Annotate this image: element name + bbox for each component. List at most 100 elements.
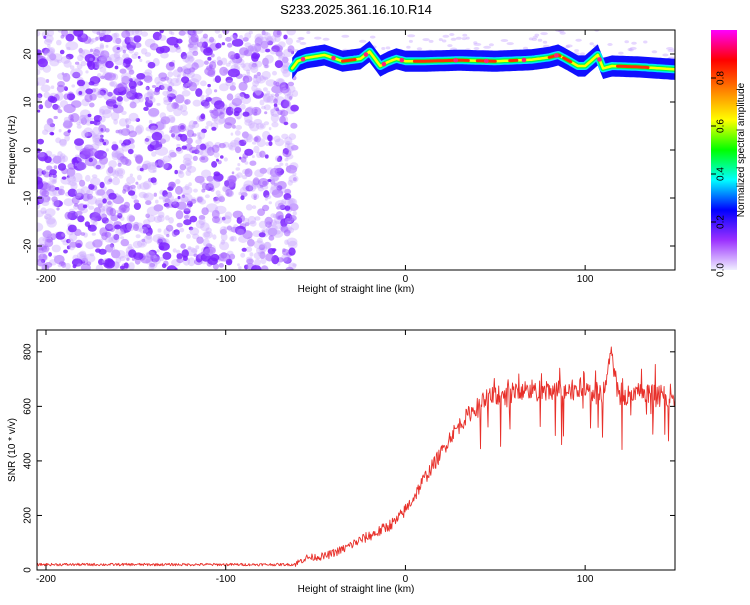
- noise-blob: [133, 224, 139, 231]
- halo-blob: [580, 52, 585, 55]
- noise-blob: [85, 221, 90, 227]
- noise-blob: [189, 227, 199, 235]
- noise-blob: [128, 249, 136, 258]
- halo-blob: [306, 31, 310, 34]
- noise-blob: [92, 233, 96, 236]
- noise-blob: [101, 214, 107, 221]
- noise-blob: [44, 123, 55, 132]
- noise-blob: [64, 93, 70, 99]
- noise-blob: [126, 77, 129, 81]
- halo-blob: [523, 47, 528, 50]
- noise-blob: [61, 35, 65, 39]
- halo-blob: [407, 34, 415, 37]
- noise-blob: [35, 69, 40, 75]
- noise-blob: [110, 208, 117, 216]
- noise-blob: [280, 110, 288, 116]
- halo-blob: [589, 42, 593, 45]
- noise-blob: [212, 145, 220, 153]
- noise-blob: [100, 182, 105, 188]
- noise-blob: [43, 169, 48, 174]
- noise-blob: [85, 175, 91, 182]
- noise-blob: [221, 58, 227, 65]
- noise-blob: [260, 124, 264, 128]
- noise-blob: [75, 163, 78, 167]
- noise-blob: [245, 78, 249, 82]
- noise-blob: [246, 257, 252, 262]
- noise-blob: [105, 220, 113, 229]
- noise-blob: [244, 32, 251, 39]
- noise-blob: [228, 51, 236, 59]
- noise-blob: [145, 52, 151, 57]
- noise-blob: [46, 216, 56, 224]
- noise-blob: [235, 130, 241, 136]
- noise-blob: [178, 196, 181, 199]
- noise-blob: [292, 172, 296, 176]
- noise-blob: [200, 149, 210, 157]
- noise-blob: [153, 234, 165, 243]
- noise-blob: [68, 225, 77, 233]
- snr-x-tick-label: 100: [577, 574, 594, 585]
- noise-blob: [230, 35, 237, 41]
- noise-blob: [82, 266, 89, 272]
- noise-blob: [95, 189, 101, 195]
- noise-blob: [265, 55, 274, 64]
- noise-blob: [56, 207, 59, 210]
- noise-blob: [183, 154, 192, 161]
- noise-blob: [254, 169, 264, 177]
- halo-blob: [370, 36, 376, 39]
- noise-blob: [47, 55, 55, 62]
- snr-marks: [37, 347, 675, 567]
- signal-tone-dot: [597, 57, 602, 62]
- noise-blob: [219, 143, 226, 148]
- noise-blob: [53, 255, 57, 258]
- noise-blob: [200, 113, 205, 119]
- signal-tone-peak: [414, 60, 468, 61]
- noise-blob: [93, 49, 100, 56]
- noise-blob: [285, 163, 288, 167]
- noise-blob: [156, 47, 165, 54]
- halo-blob: [314, 37, 321, 40]
- noise-blob: [116, 148, 124, 156]
- noise-blob: [113, 38, 120, 44]
- noise-blob: [137, 184, 141, 190]
- halo-blob: [462, 34, 467, 37]
- noise-blob: [166, 204, 170, 209]
- halo-blob: [451, 38, 457, 41]
- noise-blob: [43, 249, 49, 253]
- noise-blob: [43, 36, 46, 39]
- noise-blob: [146, 233, 152, 239]
- noise-blob: [143, 193, 149, 198]
- noise-blob: [216, 194, 224, 201]
- noise-blob: [288, 248, 295, 256]
- noise-blob: [287, 28, 296, 36]
- noise-blob: [117, 96, 123, 102]
- noise-blob: [39, 247, 43, 250]
- noise-blob: [197, 65, 200, 68]
- spectrogram-y-tick-label: -10: [23, 190, 34, 205]
- noise-blob: [44, 39, 52, 45]
- noise-blob: [107, 201, 112, 205]
- noise-blob: [128, 190, 135, 196]
- noise-blob: [218, 253, 230, 262]
- noise-blob: [126, 124, 130, 128]
- snr-x-tick-label: -200: [36, 574, 56, 585]
- halo-blob: [381, 47, 385, 50]
- noise-blob: [222, 42, 225, 45]
- noise-blob: [222, 27, 228, 35]
- noise-blob: [158, 228, 162, 232]
- noise-blob: [123, 95, 130, 102]
- noise-blob: [264, 242, 272, 249]
- noise-blob: [205, 88, 212, 95]
- noise-blob: [106, 148, 109, 151]
- noise-blob: [181, 76, 189, 83]
- noise-blob: [180, 243, 186, 248]
- noise-blob: [206, 227, 212, 233]
- noise-blob: [37, 110, 40, 113]
- noise-blob: [204, 102, 210, 109]
- noise-blob: [55, 187, 59, 190]
- noise-blob: [275, 60, 283, 68]
- noise-blob: [217, 56, 222, 61]
- noise-blob: [144, 75, 153, 83]
- halo-blob: [643, 41, 647, 44]
